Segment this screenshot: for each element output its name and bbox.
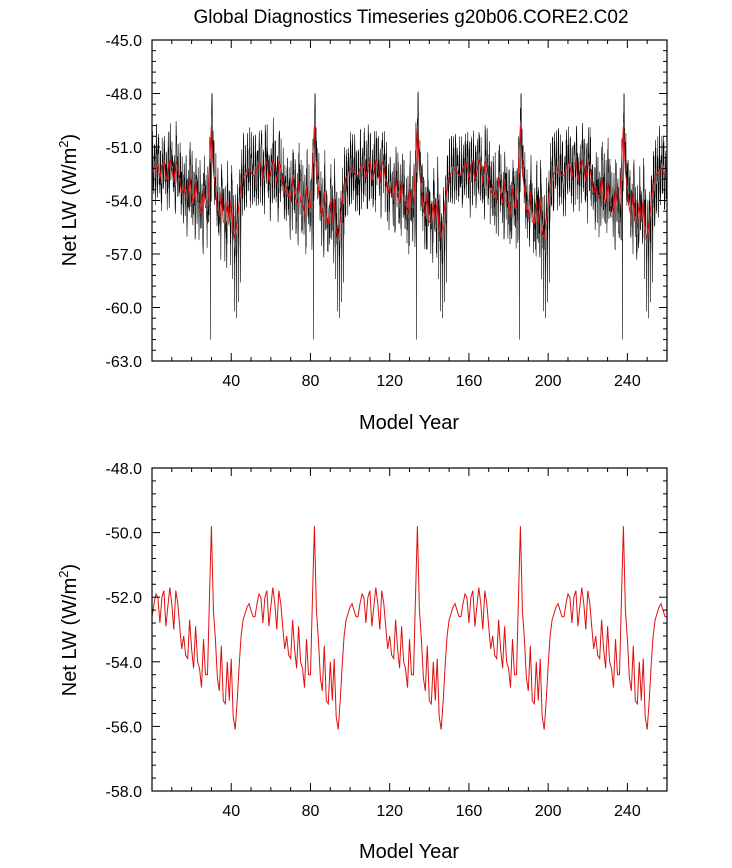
bottom-x-tick-label: 40 — [222, 803, 240, 820]
top-y-tick-label: -57.0 — [106, 247, 143, 264]
top-y-tick-label: -60.0 — [106, 301, 143, 318]
chart-title: Global Diagnostics Timeseries g20b06.COR… — [193, 7, 628, 28]
top-y-tick-label: -54.0 — [106, 194, 143, 211]
top-series-annual-mean — [151, 125, 667, 239]
top-data-lines — [151, 91, 668, 340]
top-axes: 40 80 120 160 200 240 -63.0 -60.0 -57.0 -54.0 -51.… — [106, 33, 667, 390]
bottom-y-tick-label: -48.0 — [106, 461, 143, 478]
bottom-x-tick-label: 160 — [456, 803, 483, 820]
bottom-x-tick-label: 80 — [302, 803, 320, 820]
bottom-y-tick-label: -54.0 — [106, 655, 143, 672]
bottom-x-tick-label: 120 — [376, 803, 403, 820]
top-x-tick-label: 160 — [456, 373, 483, 390]
top-x-tick-label: 80 — [302, 373, 320, 390]
bottom-y-tick-label: -50.0 — [106, 526, 143, 543]
bottom-series-annual-mean — [151, 526, 667, 730]
top-x-tick-label: 240 — [614, 373, 641, 390]
bottom-x-tick-label: 240 — [614, 803, 641, 820]
top-y-axis-label: Net LW (W/m2) — [56, 134, 81, 266]
bottom-y-tick-label: -58.0 — [106, 784, 143, 801]
top-y-tick-label: -45.0 — [106, 33, 143, 50]
top-y-tick-label: -63.0 — [106, 354, 143, 371]
top-x-tick-label: 120 — [376, 373, 403, 390]
bottom-data-lines — [151, 526, 667, 730]
top-series-monthly — [151, 91, 668, 340]
bottom-x-tick-label: 200 — [535, 803, 562, 820]
bottom-y-tick-label: -52.0 — [106, 590, 143, 607]
bottom-plot-frame — [151, 467, 668, 792]
bottom-y-tick-label: -56.0 — [106, 719, 143, 736]
bottom-y-axis-label: Net LW (W/m2) — [56, 564, 81, 696]
top-x-tick-label: 40 — [222, 373, 240, 390]
top-x-axis-label: Model Year — [359, 412, 459, 434]
bottom-x-axis-label: Model Year — [359, 841, 459, 863]
top-y-tick-label: -51.0 — [106, 140, 143, 157]
top-x-tick-label: 200 — [535, 373, 562, 390]
top-panel: 40 80 120 160 200 240 -63.0 -60.0 -57.0 -54.0 -51.… — [56, 33, 668, 434]
top-y-tick-label: -48.0 — [106, 87, 143, 104]
bottom-panel: 40 80 120 160 200 240 -58.0 -56.0 -54.0 -52.0 -50.… — [56, 461, 668, 863]
bottom-axes: 40 80 120 160 200 240 -58.0 -56.0 -54.0 -52.0 -50.… — [106, 461, 667, 820]
